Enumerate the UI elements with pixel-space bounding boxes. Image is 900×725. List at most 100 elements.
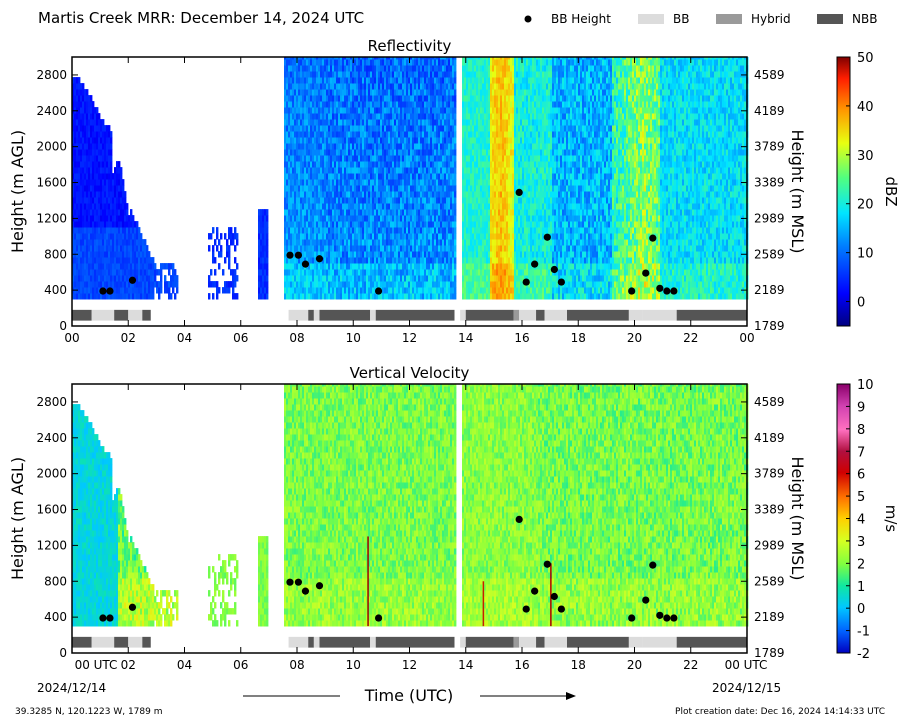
bb-height-point [550, 265, 558, 274]
y-tick-label-right: 2189 [754, 283, 785, 297]
legend-item-bb-height: BB Height [524, 12, 611, 26]
band-segment-bb [519, 636, 537, 648]
bb-height-series [99, 515, 678, 622]
band-segment-nbb [375, 636, 455, 648]
y-tick-label-right: 1789 [754, 319, 785, 333]
legend-item-hybrid: Hybrid [716, 12, 791, 26]
creation-date-label: Plot creation date: Dec 16, 2024 14:14:3… [675, 707, 885, 717]
x-tick-label: 20 [627, 658, 642, 672]
colorbar-tick-label: 6 [857, 468, 865, 483]
panel-title: Reflectivity [368, 37, 452, 55]
colorbar-label: dBZ [882, 176, 900, 206]
y-tick-label: 2800 [36, 395, 67, 409]
band-segment-bb [313, 309, 320, 321]
band-segment-hybrid [513, 309, 520, 321]
colorbar-tick-label: 30 [857, 149, 874, 164]
colorbar-tick-label: 4 [857, 513, 865, 528]
x-tick-label: 04 [177, 331, 192, 345]
colorbar-tick-label: 7 [857, 445, 865, 460]
start-date-label: 2024/12/14 [37, 681, 106, 695]
x-tick-label: 20 [627, 331, 642, 345]
y-tick-label-right: 4589 [754, 395, 785, 409]
band-segment-bb [288, 309, 309, 321]
band-segment-nbb [308, 309, 314, 321]
y-tick-label: 2400 [36, 104, 67, 118]
velocity-streak [482, 581, 485, 627]
bb-height-point [522, 605, 530, 613]
legend-swatch [638, 14, 664, 24]
band-segment-bb [128, 309, 143, 321]
band-segment-bb [642, 636, 677, 648]
bb-height-point [531, 587, 539, 595]
band-segment-nbb [567, 309, 629, 321]
y-tick-label-right: 3389 [754, 176, 785, 190]
colorbar-tick-label: 9 [857, 400, 865, 415]
y-tick-label: 2400 [36, 431, 67, 445]
band-segment-nbb [536, 636, 545, 648]
y-tick-label: 2000 [36, 467, 67, 481]
colorbar-tick-label: 2 [857, 557, 865, 572]
velocity-streak [550, 563, 552, 627]
band-segment-bb [288, 636, 309, 648]
y-tick-label-right: 2989 [754, 538, 785, 552]
x-tick-label: 12 [402, 331, 417, 345]
bb-height-point [106, 614, 114, 622]
y-axis-label-right: Height (m MSL) [788, 456, 807, 580]
x-tick-label: 14 [458, 331, 473, 345]
reflectivity-colorbar: 0 10 20 30 40 50 dBZ [836, 51, 900, 327]
colorbar-tick-label: 0 [857, 296, 865, 311]
bb-height-point [670, 614, 678, 622]
bright-band-bar [72, 309, 747, 321]
y-tick-label-right: 3389 [754, 503, 785, 517]
bb-height-point [649, 561, 657, 569]
band-segment-hybrid [513, 636, 520, 648]
end-date-label: 2024/12/15 [712, 681, 781, 695]
band-segment-nbb [465, 636, 514, 648]
bb-height-point [294, 578, 303, 586]
y-tick-label: 1600 [36, 176, 67, 190]
y-tick-label-right: 1789 [754, 646, 785, 660]
legend-label: BB Height [551, 12, 611, 26]
band-segment-nbb [72, 309, 92, 321]
location-label: 39.3285 N, 120.1223 W, 1789 m [15, 707, 163, 717]
bb-height-point [543, 560, 551, 568]
bb-height-point [642, 269, 650, 277]
bb-height-point [515, 515, 523, 523]
band-segment-bb [91, 309, 115, 321]
colorbar-tick-label: 10 [857, 378, 874, 393]
bb-height-point [522, 278, 530, 286]
band-segment-bb [544, 636, 567, 648]
band-segment-bb [370, 309, 376, 321]
band-segment-bb [91, 636, 115, 648]
bb-height-point [550, 592, 558, 601]
colorbar-tick-label: 50 [857, 51, 874, 66]
y-tick-label-right: 3789 [754, 140, 785, 154]
legend: BB Height BB Hybrid NBB [524, 12, 877, 26]
y-tick-label-right: 4189 [754, 104, 785, 118]
bb-height-point [531, 260, 539, 268]
bb-height-point [286, 251, 294, 259]
x-tick-label: 00 [739, 331, 754, 345]
x-tick-label: 06 [233, 658, 248, 672]
band-segment-nbb [142, 309, 151, 321]
bb-height-point [515, 188, 523, 196]
y-tick-label: 2000 [36, 140, 67, 154]
x-tick-label: 22 [683, 658, 698, 672]
y-tick-label: 400 [44, 283, 67, 297]
bb-height-point [656, 611, 664, 619]
bb-height-point [543, 233, 551, 241]
bb-height-point [99, 614, 107, 622]
y-tick-label-right: 2589 [754, 574, 785, 588]
legend-label: BB [673, 12, 689, 26]
band-segment-nbb [536, 309, 545, 321]
velocity-streak [367, 536, 369, 627]
bb-height-point [294, 251, 303, 259]
bb-height-point [106, 287, 114, 295]
band-segment-bb [313, 636, 320, 648]
x-tick-label: 08 [289, 658, 304, 672]
figure-title: Martis Creek MRR: December 14, 2024 UTC [38, 9, 364, 27]
y-tick-label: 1200 [36, 211, 67, 225]
